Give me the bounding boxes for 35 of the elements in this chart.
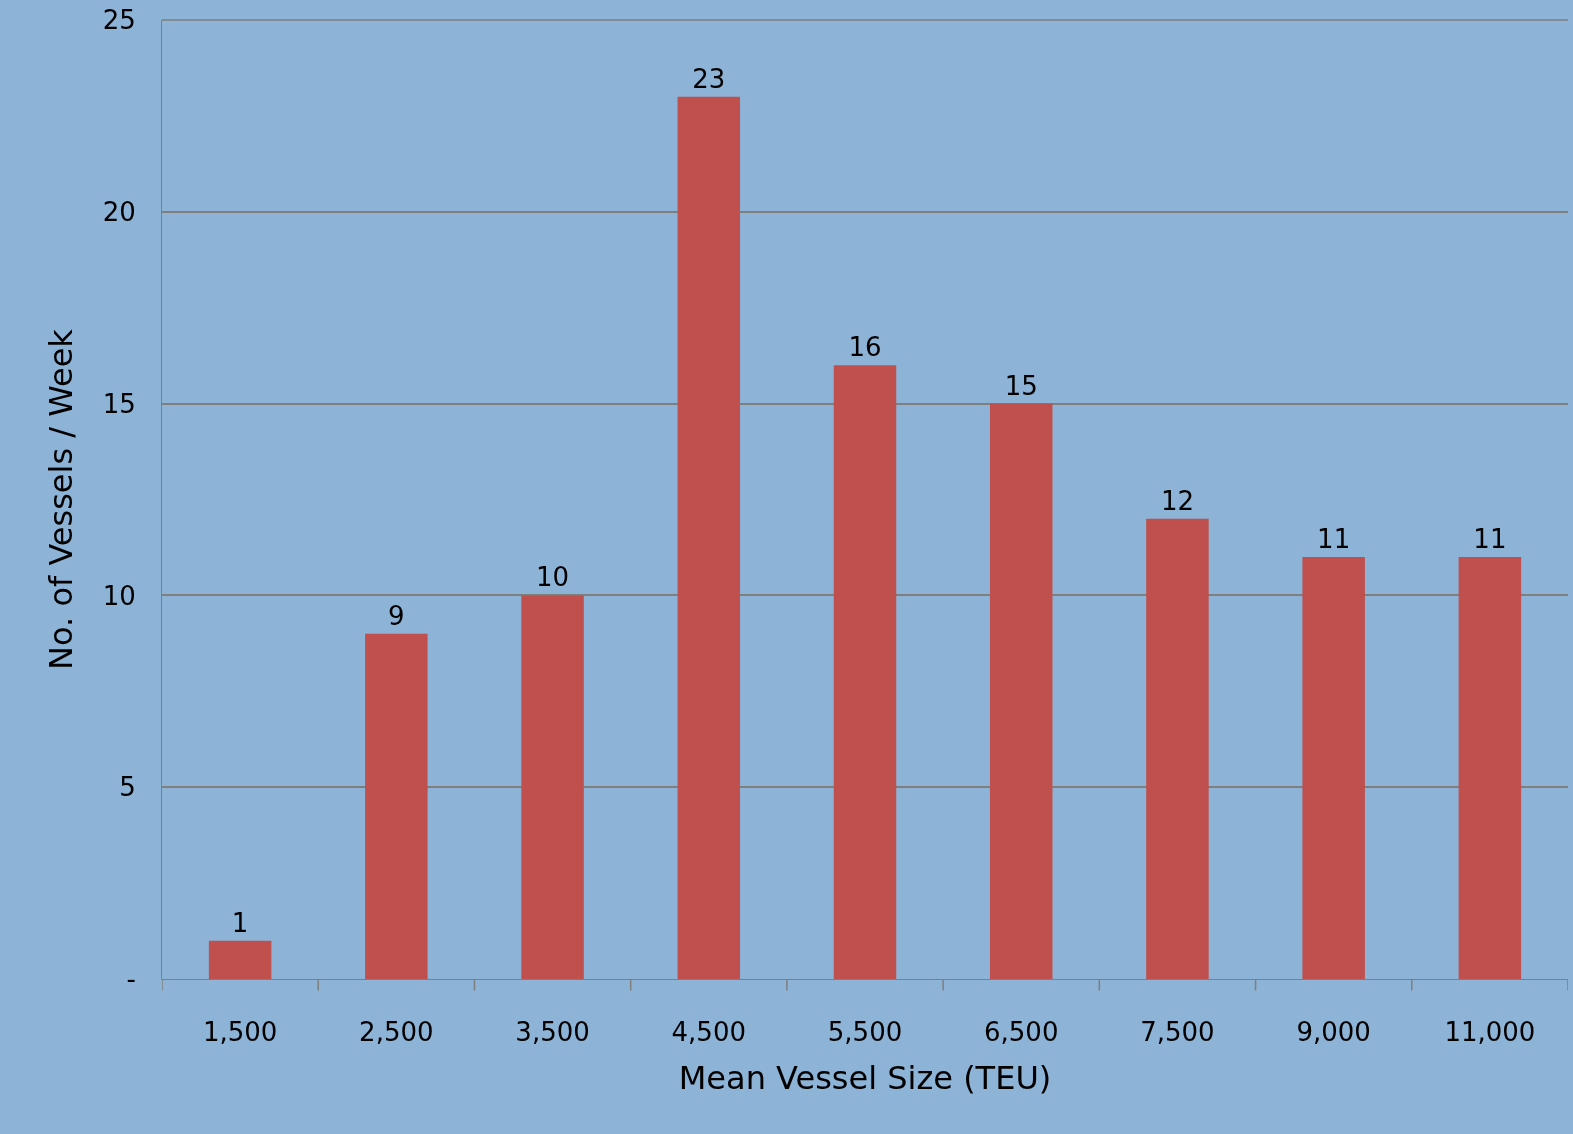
- x-axis-title: Mean Vessel Size (TEU): [678, 1059, 1052, 1098]
- data-label: 9: [388, 600, 405, 631]
- data-label: 11: [1317, 524, 1351, 555]
- bar: [521, 595, 584, 979]
- bar: [1146, 518, 1209, 979]
- x-tick-label: 2,500: [359, 1017, 434, 1048]
- bar: [208, 940, 272, 979]
- bar: [1302, 557, 1365, 979]
- y-tick-label: 10: [102, 580, 136, 611]
- y-tick-label: 5: [119, 772, 136, 803]
- bar: [833, 365, 897, 979]
- data-label: 12: [1160, 485, 1194, 516]
- bar: [1458, 557, 1522, 979]
- bar: [677, 96, 741, 979]
- y-tick-label: 15: [102, 388, 136, 419]
- bar: [365, 633, 428, 979]
- y-tick-label: 25: [102, 5, 136, 36]
- y-axis-title: No. of Vessels / Week: [42, 328, 81, 670]
- x-tick-label: 3,500: [515, 1017, 590, 1048]
- y-tick-label: -: [126, 964, 136, 995]
- data-label: 16: [848, 332, 882, 363]
- x-tick-label: 6,500: [984, 1017, 1059, 1048]
- data-label: 1: [231, 907, 249, 938]
- x-tick-label: 1,500: [202, 1017, 278, 1048]
- x-tick-label: 7,500: [1140, 1017, 1215, 1048]
- data-label: 15: [1004, 370, 1038, 401]
- x-tick-label: 5,500: [827, 1017, 903, 1048]
- x-tick-label: 4,500: [671, 1017, 746, 1048]
- x-tick-label: 9,000: [1296, 1017, 1371, 1048]
- data-label: 10: [536, 562, 570, 593]
- data-label: 11: [1473, 524, 1507, 555]
- x-tick-label: 11,000: [1444, 1017, 1536, 1048]
- y-tick-label: 20: [102, 196, 136, 227]
- data-label: 23: [692, 63, 726, 94]
- bar: [989, 403, 1053, 979]
